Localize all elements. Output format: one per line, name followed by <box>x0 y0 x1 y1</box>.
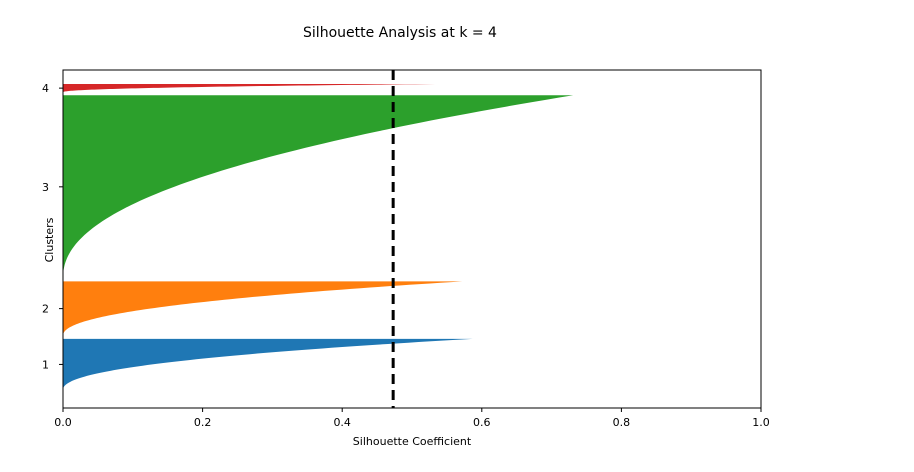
y-tick-label-2: 2 <box>42 303 49 316</box>
cluster-3-silhouette <box>63 95 574 279</box>
cluster-2-silhouette <box>63 281 463 336</box>
cluster-silhouettes <box>63 84 574 390</box>
cluster-1-silhouette <box>63 338 473 390</box>
x-axis-label: Silhouette Coefficient <box>353 435 472 448</box>
x-tick-label-1: 0.2 <box>194 416 212 429</box>
plot-frame <box>62 69 762 409</box>
y-tick-label-1: 1 <box>42 358 49 371</box>
y-tick-label-3: 3 <box>42 181 49 194</box>
x-tick-label-4: 0.8 <box>613 416 631 429</box>
y-tick-label-4: 4 <box>42 82 49 95</box>
x-tick-label-3: 0.6 <box>473 416 491 429</box>
y-axis-ticks: 1 2 3 4 <box>42 82 63 371</box>
cluster-4-silhouette <box>63 84 436 93</box>
x-axis-ticks: 0.0 0.2 0.4 0.6 0.8 1.0 <box>54 408 770 429</box>
x-tick-label-2: 0.4 <box>333 416 351 429</box>
y-axis-label: Clusters <box>43 217 56 262</box>
x-tick-label-5: 1.0 <box>752 416 770 429</box>
x-tick-label-0: 0.0 <box>54 416 72 429</box>
chart-title: Silhouette Analysis at k = 4 <box>303 25 497 41</box>
